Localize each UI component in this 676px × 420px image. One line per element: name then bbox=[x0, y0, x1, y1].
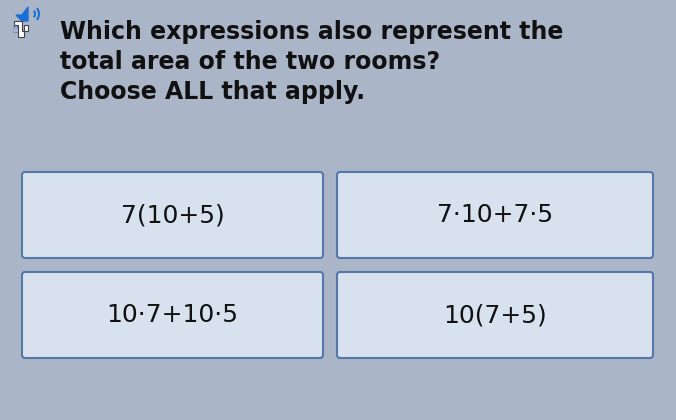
Text: total area of the two rooms?: total area of the two rooms? bbox=[60, 50, 440, 74]
Polygon shape bbox=[16, 7, 28, 21]
FancyBboxPatch shape bbox=[337, 272, 653, 358]
Text: ☝: ☝ bbox=[12, 22, 20, 36]
Text: Choose ALL that apply.: Choose ALL that apply. bbox=[60, 80, 365, 104]
Polygon shape bbox=[14, 21, 28, 37]
FancyBboxPatch shape bbox=[22, 272, 323, 358]
Text: Which expressions also represent the: Which expressions also represent the bbox=[60, 20, 563, 44]
Text: 7·10+7·5: 7·10+7·5 bbox=[437, 203, 553, 227]
Text: 7(10+5): 7(10+5) bbox=[120, 203, 224, 227]
Text: 10(7+5): 10(7+5) bbox=[443, 303, 547, 327]
Text: 10·7+10·5: 10·7+10·5 bbox=[107, 303, 239, 327]
FancyBboxPatch shape bbox=[337, 172, 653, 258]
FancyBboxPatch shape bbox=[22, 172, 323, 258]
